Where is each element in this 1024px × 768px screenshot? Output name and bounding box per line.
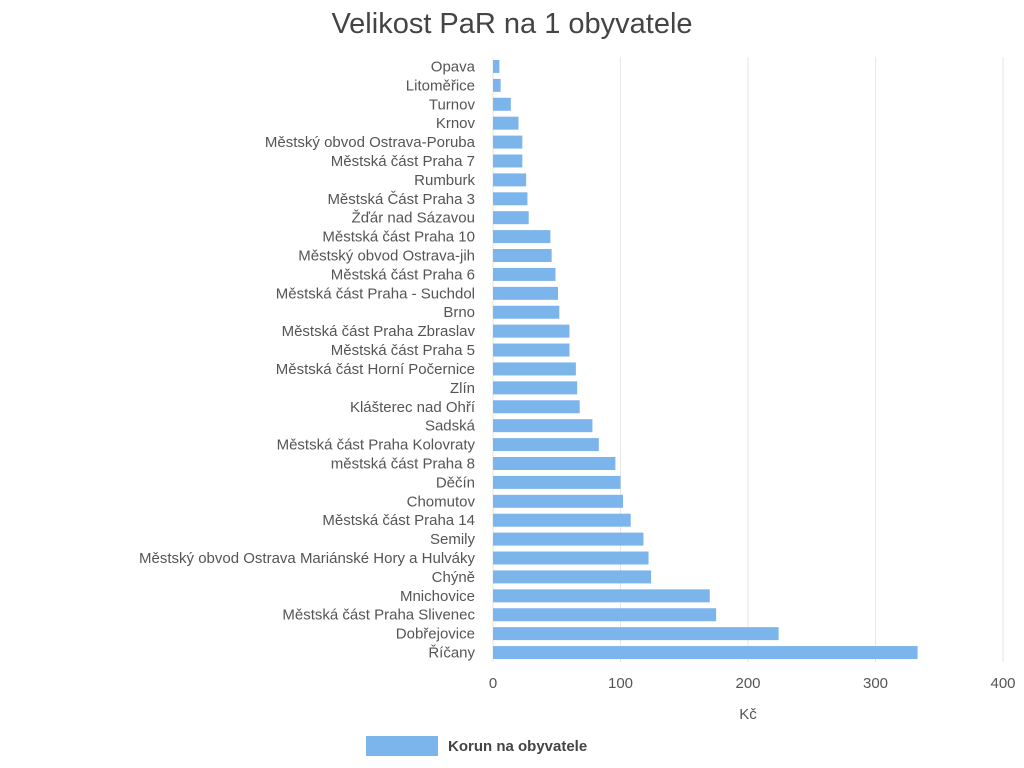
category-label: Sadská (425, 418, 476, 435)
category-label: Městská část Praha 7 (331, 153, 475, 170)
category-label: Žďár nad Sázavou (352, 210, 475, 227)
bar[interactable] (493, 116, 519, 130)
category-label: Brno (443, 304, 475, 321)
category-label: Městská část Praha 10 (322, 229, 475, 246)
category-label: Městská část Horní Počernice (276, 361, 475, 378)
bar[interactable] (493, 551, 649, 565)
category-label: Turnov (429, 96, 476, 113)
bar[interactable] (493, 381, 578, 395)
bars (493, 59, 918, 660)
category-label: Městská část Praha - Suchdol (276, 285, 475, 302)
x-tick-label: 0 (489, 675, 497, 692)
category-label: Městská část Praha 14 (322, 512, 475, 529)
bar[interactable] (493, 513, 631, 527)
category-label: Dobřejovice (396, 626, 475, 643)
category-label: Městská část Praha 5 (331, 342, 475, 359)
bar[interactable] (493, 438, 599, 452)
bar[interactable] (493, 400, 580, 414)
bar[interactable] (493, 589, 710, 603)
chart-title: Velikost PaR na 1 obyvatele (331, 8, 693, 40)
bar[interactable] (493, 570, 652, 584)
category-label: Litoměřice (406, 77, 475, 94)
category-label: Městská Část Praha 3 (327, 191, 475, 208)
category-label: Městská část Praha Kolovraty (277, 437, 476, 454)
bar[interactable] (493, 494, 624, 508)
category-label: Městská část Praha 6 (331, 266, 475, 283)
category-label: Opava (431, 58, 476, 75)
bar[interactable] (493, 627, 779, 641)
bar[interactable] (493, 173, 527, 187)
legend[interactable]: Korun na obyvatele (366, 736, 587, 756)
bar[interactable] (493, 78, 501, 92)
category-label: městská část Praha 8 (331, 455, 475, 472)
bar[interactable] (493, 608, 717, 622)
category-label: Říčany (428, 645, 475, 662)
category-label: Městská část Praha Slivenec (282, 607, 475, 624)
bar[interactable] (493, 192, 528, 206)
bar[interactable] (493, 211, 529, 225)
bar[interactable] (493, 135, 523, 149)
bar[interactable] (493, 230, 551, 244)
bar[interactable] (493, 154, 523, 168)
x-axis-ticks: 0 100 200 300 400 (489, 675, 1016, 692)
category-label: Chýně (432, 569, 475, 586)
category-label: Mnichovice (400, 588, 475, 605)
bar[interactable] (493, 267, 556, 281)
bar[interactable] (493, 532, 644, 546)
category-label: Rumburk (414, 172, 475, 189)
legend-swatch (366, 736, 438, 756)
bar[interactable] (493, 343, 570, 357)
category-label: Městský obvod Ostrava-jih (298, 248, 475, 265)
bar[interactable] (493, 286, 559, 300)
category-label: Městský obvod Ostrava-Poruba (265, 134, 476, 151)
bar[interactable] (493, 456, 616, 470)
category-label: Děčín (436, 474, 475, 491)
category-label: Městský obvod Ostrava Mariánské Hory a H… (139, 550, 475, 567)
legend-label: Korun na obyvatele (448, 737, 588, 755)
bar[interactable] (493, 362, 576, 376)
x-axis-title: Kč (739, 706, 757, 723)
x-tick-label: 400 (990, 675, 1015, 692)
bar[interactable] (493, 305, 560, 319)
bar[interactable] (493, 59, 500, 73)
bar[interactable] (493, 324, 570, 338)
x-tick-label: 200 (735, 675, 760, 692)
category-labels: Opava Litoměřice Turnov Krnov Městský obvod … (139, 58, 476, 661)
bar[interactable] (493, 646, 918, 660)
category-label: Klášterec nad Ohří (350, 399, 476, 416)
x-tick-label: 100 (608, 675, 633, 692)
bar[interactable] (493, 97, 511, 111)
bar[interactable] (493, 419, 593, 433)
category-label: Zlín (450, 380, 475, 397)
bar[interactable] (493, 475, 621, 489)
category-label: Krnov (436, 115, 476, 132)
category-label: Chomutov (407, 493, 476, 510)
category-label: Semily (430, 531, 476, 548)
bar[interactable] (493, 249, 552, 263)
x-tick-label: 300 (863, 675, 888, 692)
category-label: Městská část Praha Zbraslav (282, 323, 476, 340)
